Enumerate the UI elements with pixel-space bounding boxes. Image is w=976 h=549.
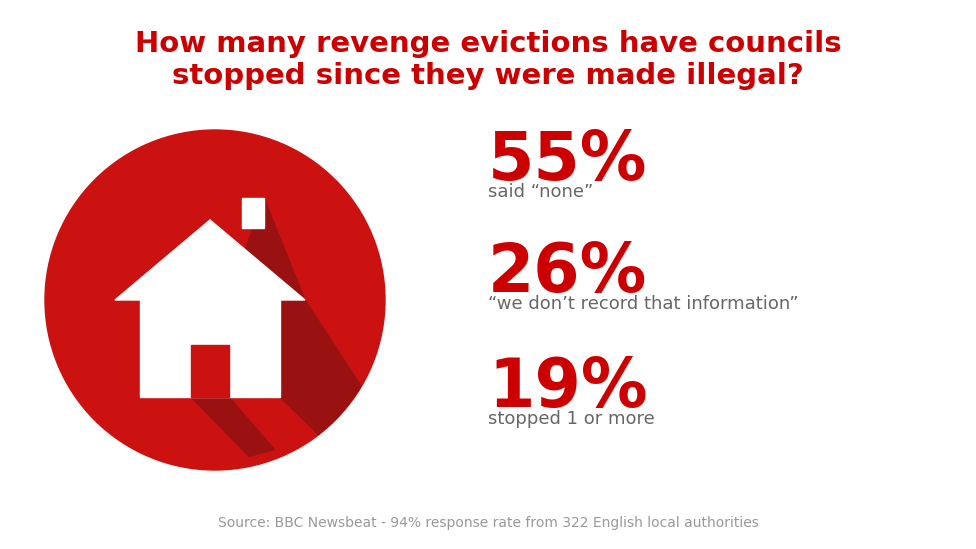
Text: Source: BBC Newsbeat - 94% response rate from 322 English local authorities: Source: BBC Newsbeat - 94% response rate… xyxy=(218,516,758,530)
Circle shape xyxy=(45,130,385,470)
Text: stopped 1 or more: stopped 1 or more xyxy=(488,410,655,428)
Polygon shape xyxy=(140,300,280,397)
Polygon shape xyxy=(242,198,264,228)
Polygon shape xyxy=(191,198,372,456)
Text: 55%: 55% xyxy=(488,128,647,194)
Text: 19%: 19% xyxy=(488,355,648,421)
Polygon shape xyxy=(115,220,305,300)
Text: 26%: 26% xyxy=(488,240,647,306)
Polygon shape xyxy=(191,345,229,397)
Text: How many revenge evictions have councils: How many revenge evictions have councils xyxy=(135,30,841,58)
Text: said “none”: said “none” xyxy=(488,183,593,201)
Text: “we don’t record that information”: “we don’t record that information” xyxy=(488,295,798,313)
Text: stopped since they were made illegal?: stopped since they were made illegal? xyxy=(172,62,804,90)
